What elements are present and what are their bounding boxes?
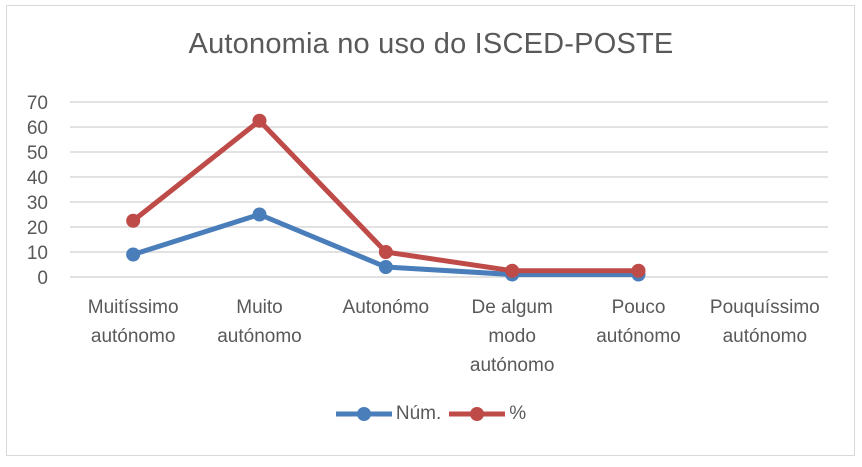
- legend-label-num: Núm.: [395, 403, 442, 424]
- y-tick-label: 30: [27, 193, 48, 214]
- x-category-label: Pouco autónomo: [596, 297, 681, 347]
- data-point: [378, 245, 393, 259]
- y-tick-label: 70: [27, 93, 48, 114]
- data-point: [126, 213, 141, 228]
- legend-marker-percent-icon: [449, 407, 506, 421]
- data-point: [126, 247, 141, 262]
- chart-title: Autonomia no uso do ISCED-POSTE: [188, 28, 674, 60]
- data-point: [378, 260, 393, 274]
- data-point: [252, 207, 267, 222]
- y-tick-label: 40: [27, 168, 48, 189]
- x-category-label: Muito autónomo: [217, 297, 302, 347]
- chart-frame: [6, 5, 855, 456]
- y-tick-label: 20: [27, 218, 48, 239]
- y-tick-label: 50: [27, 143, 48, 164]
- legend-item-num: Núm.: [335, 403, 442, 425]
- y-tick-label: 0: [37, 268, 48, 289]
- x-category-label: Muitíssimo autónomo: [87, 297, 179, 347]
- y-tick-label: 60: [27, 118, 48, 139]
- y-tick-label: 10: [27, 243, 48, 264]
- legend-label-percent: %: [509, 403, 527, 424]
- legend-item-percent: %: [449, 403, 526, 425]
- x-category-label: Autonómo: [342, 297, 430, 318]
- x-category-label: De algum modo autónomo: [469, 297, 555, 376]
- data-point: [631, 263, 646, 278]
- legend: Núm. %: [0, 403, 862, 425]
- data-point: [505, 263, 520, 278]
- x-category-label: Pouquíssimo autónomo: [709, 297, 820, 347]
- legend-marker-num-icon: [335, 407, 392, 421]
- data-point: [252, 113, 267, 128]
